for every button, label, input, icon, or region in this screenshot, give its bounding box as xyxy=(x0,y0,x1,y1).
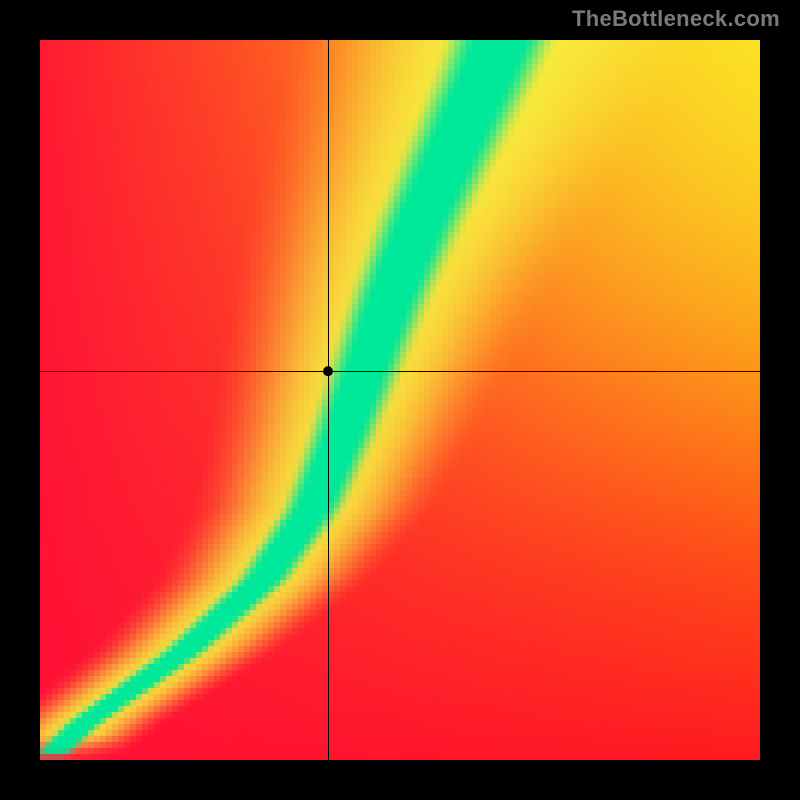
watermark-label: TheBottleneck.com xyxy=(572,6,780,32)
bottleneck-heatmap xyxy=(0,0,800,800)
